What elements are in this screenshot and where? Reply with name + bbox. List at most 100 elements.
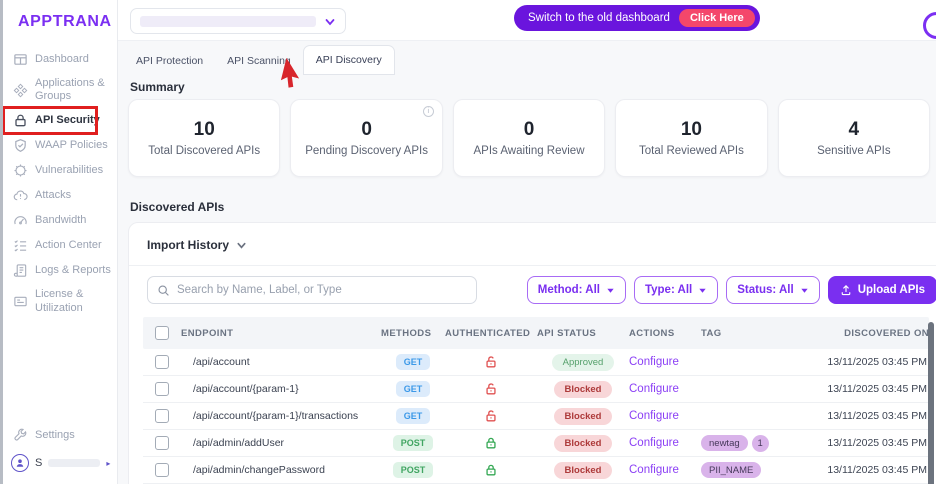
chevron-down-icon [324, 15, 336, 27]
caret-down-icon [699, 288, 706, 293]
shield-check-icon [13, 138, 28, 153]
lock-closed-icon [484, 463, 498, 477]
search-input[interactable] [177, 284, 467, 296]
tag-cell: newtag 1 [701, 434, 805, 452]
endpoint-cell: /api/admin/addUser [193, 437, 285, 449]
filter-label: Method: All [537, 284, 600, 296]
selected-application-redacted [140, 15, 316, 27]
click-here-button[interactable]: Click Here [678, 9, 755, 27]
tab-label: API Protection [136, 55, 204, 67]
apptrana-logo: APPTRANA [18, 13, 112, 30]
filter-dropdown-method[interactable]: Method: All [526, 276, 626, 304]
configure-link[interactable]: Configure [629, 383, 679, 395]
method-badge: POST [392, 462, 434, 478]
old-dashboard-banner: Switch to the old dashboard Click Here [514, 5, 760, 31]
table-row: /api/account GET Approved Configure 13/1… [143, 349, 929, 376]
tag-pill: PII_NAME [701, 462, 762, 478]
sidebar-item-bandwidth[interactable]: Bandwidth [0, 208, 117, 233]
sidebar-item-license-utilization[interactable]: License & Utilization [0, 283, 117, 319]
import-history-toggle[interactable]: Import History [129, 223, 936, 265]
method-badge: GET [395, 381, 431, 397]
filter-label: Status: All [737, 284, 794, 296]
discovered-on-cell: 13/11/2025 03:45 PM [827, 464, 927, 476]
divider [129, 265, 936, 266]
sidebar-item-vulnerabilities[interactable]: Vulnerabilities [0, 158, 117, 183]
user-name-redacted [48, 459, 101, 467]
method-badge: POST [392, 435, 434, 451]
summary-card-sensitive-apis: i 4 Sensitive APIs [777, 99, 931, 177]
endpoint-cell: /api/account [193, 356, 250, 368]
card-value: 10 [680, 119, 702, 140]
row-checkbox[interactable] [155, 436, 169, 450]
row-checkbox[interactable] [155, 463, 169, 477]
filter-dropdown-status[interactable]: Status: All [726, 276, 820, 304]
discovered-on-cell: 13/11/2025 03:45 PM [827, 356, 927, 368]
summary-cards: i 10 Total Discovered APIs i 0 Pending D… [128, 99, 931, 177]
select-all-checkbox[interactable] [155, 326, 169, 340]
sidebar-item-label: Settings [35, 428, 75, 441]
sidebar-bottom: Settings S ▸ [0, 423, 117, 478]
lock-open-icon [484, 355, 498, 369]
caret-right-icon: ▸ [106, 458, 111, 468]
application-selector-dropdown[interactable] [130, 8, 346, 34]
row-checkbox[interactable] [155, 382, 169, 396]
row-checkbox[interactable] [155, 355, 169, 369]
configure-link[interactable]: Configure [629, 356, 679, 368]
configure-link[interactable]: Configure [629, 437, 679, 449]
table-row: /api/account/{param-1} GET Blocked Confi… [143, 376, 929, 403]
sidebar-item-logs-reports[interactable]: Logs & Reports [0, 258, 117, 283]
sidebar-item-label: Applications & Groups [35, 77, 105, 103]
profile-circle-icon[interactable] [923, 12, 936, 39]
tag-pill: 1 [751, 434, 769, 452]
content-area: Summary i 10 Total Discovered APIs i 0 P… [118, 75, 936, 484]
tab-api-discovery[interactable]: API Discovery [302, 45, 395, 75]
wrench-icon [13, 428, 28, 443]
sidebar-item-attacks[interactable]: Attacks [0, 183, 117, 208]
info-icon[interactable]: i [422, 106, 434, 117]
summary-title: Summary [130, 80, 185, 94]
upload-apis-button[interactable]: Upload APIs [827, 276, 936, 304]
method-badge: GET [395, 408, 431, 424]
column-header-api-status: API STATUS [537, 327, 597, 339]
table-row: /api/admin/addUser POST Blocked Configur… [143, 430, 929, 457]
endpoint-cell: /api/account/{param-1}/transactions [193, 410, 359, 422]
table-body: /api/account GET Approved Configure 13/1… [143, 349, 929, 484]
column-header-tag: TAG [701, 327, 722, 339]
sidebar-item-label: WAAP Policies [35, 139, 108, 152]
user-menu[interactable]: S ▸ [0, 448, 117, 478]
summary-card-total-discovered-apis: i 10 Total Discovered APIs [128, 99, 281, 177]
vertical-scrollbar[interactable] [928, 322, 934, 484]
tab-api-scanning[interactable]: API Scanning [215, 47, 303, 75]
sidebar-item-waap-policies[interactable]: WAAP Policies [0, 133, 117, 158]
tab-api-protection[interactable]: API Protection [124, 47, 215, 75]
configure-link[interactable]: Configure [629, 410, 679, 422]
sidebar-item-label: API Security [35, 114, 100, 127]
sidebar-menu: Dashboard Applications & Groups API Secu… [0, 47, 117, 320]
table-header-row: ENDPOINT METHODS AUTHENTICATED API STATUS AC… [143, 317, 929, 349]
main-area: Switch to the old dashboard Click Here A… [118, 0, 936, 484]
sidebar-item-settings[interactable]: Settings [0, 423, 117, 448]
column-header-authenticated: AUTHENTICATED [445, 327, 531, 339]
sidebar-item-label: Vulnerabilities [35, 164, 104, 177]
sidebar-item-action-center[interactable]: Action Center [0, 233, 117, 258]
filter-dropdown-type[interactable]: Type: All [633, 276, 719, 304]
checklist-icon [13, 238, 28, 253]
card-label: APIs Awaiting Review [473, 145, 585, 157]
tag-pill: newtag [701, 435, 748, 451]
card-label: Total Reviewed APIs [639, 145, 744, 157]
status-badge: Blocked [553, 380, 613, 398]
sidebar-item-label: Bandwidth [35, 214, 87, 227]
row-checkbox[interactable] [155, 409, 169, 423]
tab-strip: API Protection API Scanning API Discovery [118, 41, 936, 75]
sidebar-item-api-security[interactable]: API Security [0, 106, 117, 136]
sidebar-item-label: Action Center [35, 239, 102, 252]
card-label: Pending Discovery APIs [305, 145, 428, 157]
lock-closed-icon [484, 436, 498, 450]
bug-icon [13, 163, 28, 178]
search-icon [157, 284, 170, 297]
lock-icon [13, 113, 28, 128]
configure-link[interactable]: Configure [629, 464, 679, 476]
applications-icon [13, 83, 28, 98]
sidebar-item-applications-groups[interactable]: Applications & Groups [0, 72, 117, 108]
sidebar-item-dashboard[interactable]: Dashboard [0, 47, 117, 72]
